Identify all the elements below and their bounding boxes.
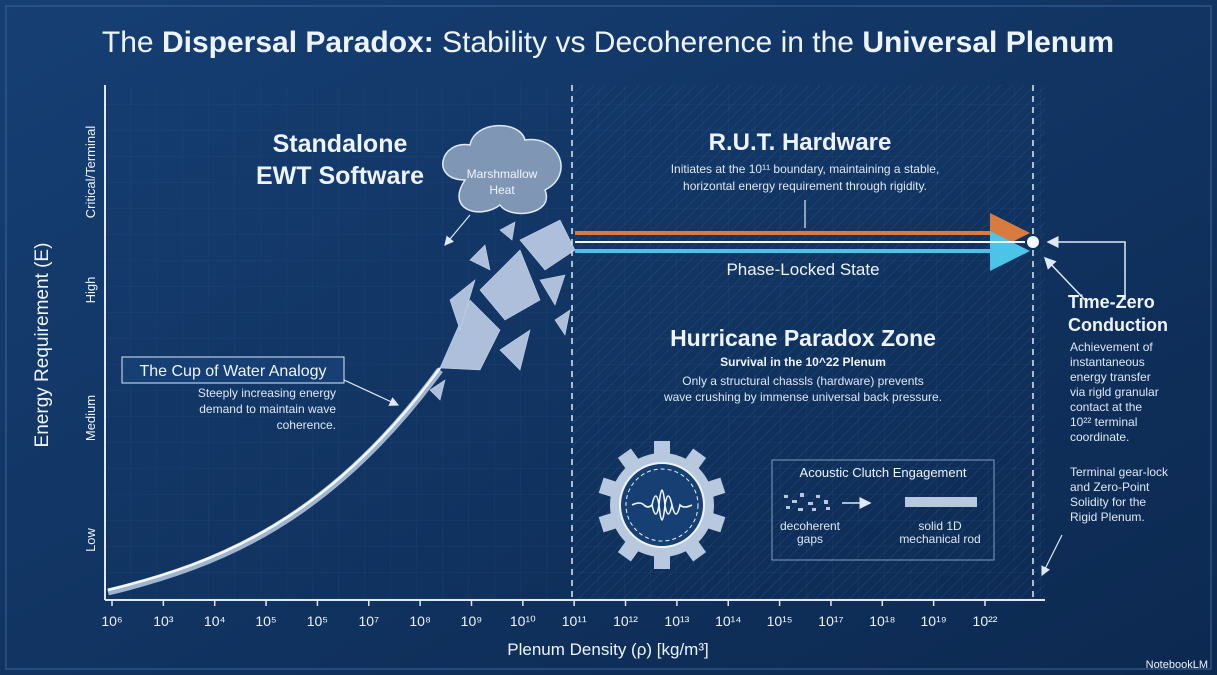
clutch-title: Acoustic Clutch Engagement xyxy=(800,465,967,480)
x-tick-label: 10⁵ xyxy=(255,613,276,629)
line: energy transfer xyxy=(1070,370,1151,384)
line: contact at the xyxy=(1070,400,1142,414)
y-level: Low xyxy=(83,527,98,551)
clutch-left: decoherent gaps xyxy=(780,519,841,546)
line: 10²² terminal xyxy=(1070,415,1137,429)
hurricane-subtitle: Survival in the 10^22 Plenum xyxy=(720,355,886,369)
line: Rigid Plenum. xyxy=(1070,510,1145,524)
fragments xyxy=(429,219,576,401)
y-level: High xyxy=(83,277,98,304)
title-part: The xyxy=(102,26,162,59)
callout xyxy=(1043,256,1086,301)
hurricane-title: Hurricane Paradox Zone xyxy=(670,325,936,351)
x-tick-label: 10⁹ xyxy=(461,613,483,629)
gear-tooth xyxy=(654,441,670,457)
cup-desc: Steeply increasing energy demand to maint… xyxy=(198,386,336,432)
gear-tooth xyxy=(654,553,670,569)
title: The Dispersal Paradox: Stability vs Deco… xyxy=(102,26,1114,59)
energy-curve-highlight xyxy=(107,367,442,592)
clutch-right: solid 1D mechanical rod xyxy=(899,519,980,546)
line: and Zero-Point xyxy=(1070,480,1150,494)
callout xyxy=(1041,534,1063,577)
clutch-box xyxy=(771,459,995,561)
x-tick-label: 10¹⁹ xyxy=(921,613,947,629)
title-part: Stability vs Decoherence in the xyxy=(434,26,863,59)
x-tick-label: 10¹⁰ xyxy=(510,613,536,629)
cloud-label: Marshmallow Heat xyxy=(467,167,538,197)
hardware-desc: Initiates at the 10¹¹ boundary, maintain… xyxy=(671,162,940,193)
line: via rigld granular xyxy=(1070,385,1159,399)
x-tick-label: 10¹² xyxy=(613,613,638,629)
energy-curve xyxy=(107,367,443,596)
time-zero-title: Time-Zero Conduction xyxy=(1068,292,1168,335)
title-part: Universal Plenum xyxy=(862,26,1114,59)
cup-pointer xyxy=(343,379,400,406)
cup-box xyxy=(121,356,345,384)
x-tick-label: 10⁵ xyxy=(307,613,328,629)
x-tick-label: 10⁸ xyxy=(409,613,431,629)
x-tick-label: 10⁴ xyxy=(204,613,226,629)
line: instantaneous xyxy=(1070,355,1145,369)
x-tick-label: 10¹⁸ xyxy=(869,613,895,629)
cup-title: The Cup of Water Analogy xyxy=(139,363,326,380)
time-zero-desc: Achievement of instantaneous energy transf… xyxy=(1070,340,1159,444)
callout xyxy=(1046,236,1126,300)
line: Terminal gear-lock xyxy=(1070,465,1169,479)
hurricane-desc: Only a structural chassls (hardware) pre… xyxy=(663,374,942,404)
terminal-point xyxy=(1025,234,1041,250)
cloud xyxy=(442,124,562,215)
line: coordinate. xyxy=(1070,430,1129,444)
x-ticks: 10⁶ 10³ 10⁴ 10⁵ 10⁵ 10⁷ 10⁸ 10⁹ 10¹⁰ 10¹¹ 10¹² 10¹³… xyxy=(101,600,998,629)
y-level: Critical/Terminal xyxy=(83,126,98,219)
y-axis-label: Energy Requirement (E) xyxy=(32,243,53,448)
x-tick-label: 10¹⁵ xyxy=(767,613,793,629)
x-tick-label: 10²² xyxy=(973,613,998,629)
gaps-icon xyxy=(784,493,830,511)
x-axis-label: Plenum Density (ρ) [kg/m³] xyxy=(507,640,708,659)
x-tick-label: 10¹⁴ xyxy=(715,613,741,629)
y-level: Medium xyxy=(83,395,98,441)
line: Solidity for the xyxy=(1070,495,1146,509)
gear xyxy=(598,441,726,569)
line: Achievement of xyxy=(1070,340,1153,354)
time-zero-note: Terminal gear-lock and Zero-Point Solidity… xyxy=(1070,465,1169,524)
frame xyxy=(5,5,1212,670)
hardware-title: R.U.T. Hardware xyxy=(709,129,892,156)
cloud-pointer xyxy=(444,214,471,246)
x-tick-label: 10¹³ xyxy=(664,613,689,629)
phase-label: Phase-Locked State xyxy=(726,260,879,279)
x-tick-label: 10¹⁷ xyxy=(818,613,843,629)
x-tick-label: 10¹¹ xyxy=(562,613,587,629)
title-part: Dispersal Paradox: xyxy=(162,26,434,59)
x-tick-label: 10³ xyxy=(153,613,174,629)
watermark: NotebookLM xyxy=(1146,659,1208,671)
rod-icon xyxy=(905,497,977,507)
x-tick-label: 10⁶ xyxy=(101,613,122,629)
software-label: Standalone EWT Software xyxy=(256,130,424,190)
x-tick-label: 10⁷ xyxy=(358,613,379,629)
